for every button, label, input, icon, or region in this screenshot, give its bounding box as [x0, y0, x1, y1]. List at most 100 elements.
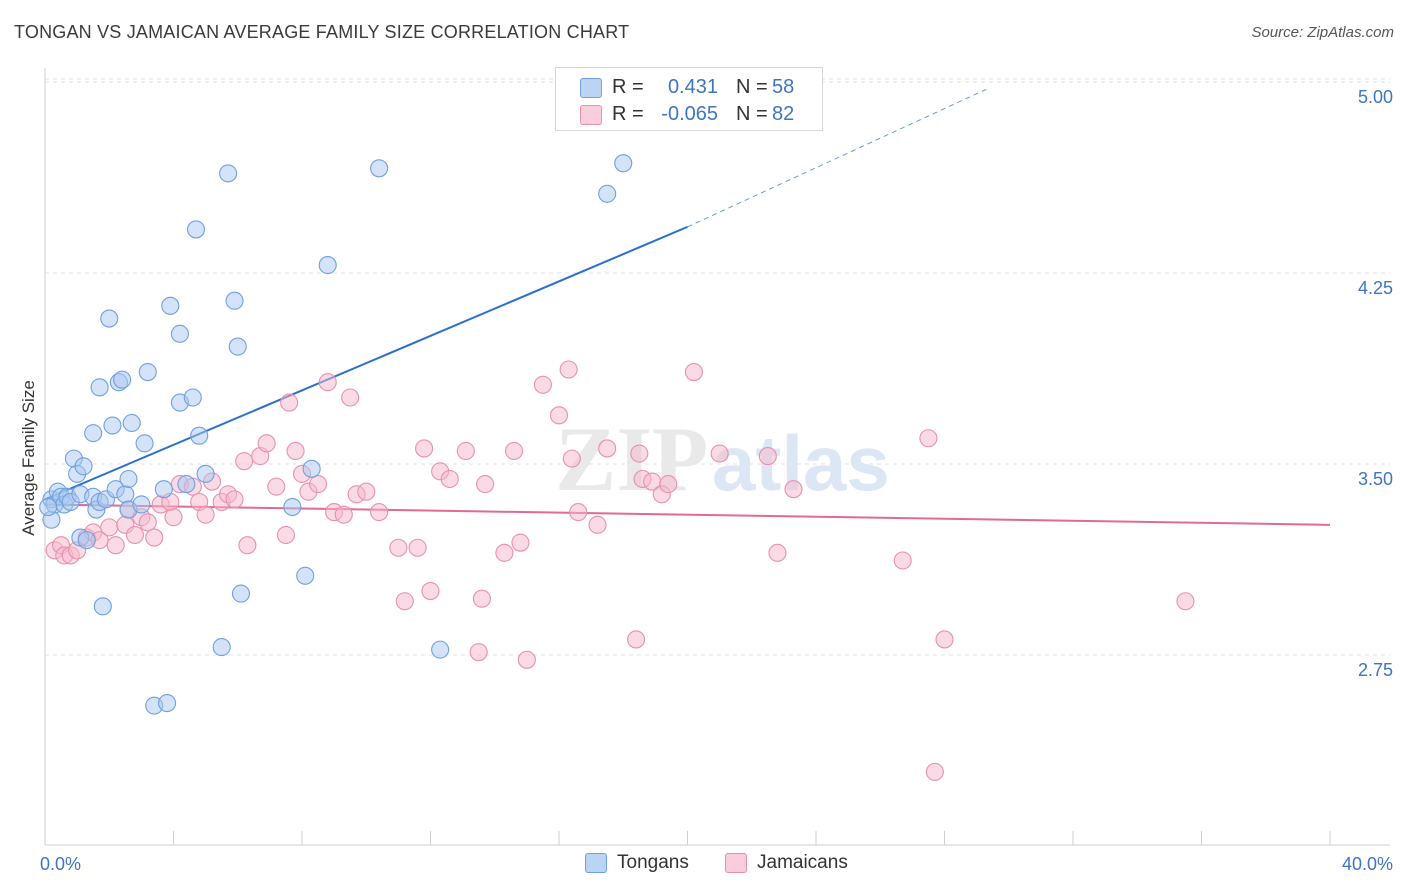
axes [44, 68, 1390, 846]
jamaican-point [334, 505, 353, 524]
jamaican-point [408, 538, 427, 557]
y-axis-label: Average Family Size [19, 380, 38, 536]
legend-r-label: R = [612, 103, 644, 125]
tongan-point [116, 485, 135, 504]
tongan-point [190, 426, 209, 445]
legend-n-value: 58 [772, 76, 795, 98]
jamaican-point [235, 452, 254, 471]
tongan-point [225, 291, 244, 310]
jamaican-point [318, 373, 337, 392]
jamaican-point [106, 536, 125, 555]
jamaican-point [280, 393, 299, 412]
chart-source: Source: ZipAtlas.com [1251, 24, 1394, 41]
jamaican-point [257, 434, 276, 453]
jamaican-point [893, 551, 912, 570]
jamaican-point [370, 503, 389, 522]
tongan-point [84, 424, 103, 443]
jamaican-point [276, 525, 295, 545]
jamaican-point [627, 630, 646, 649]
y-tick-label: 4.25 [1358, 278, 1393, 298]
jamaican-point [659, 475, 678, 494]
jamaican-point [588, 515, 607, 534]
correlation-legend: R = 0.431 N = 58 R = -0.065 N = 82 [555, 67, 823, 131]
jamaican-point [196, 505, 215, 524]
jamaican-point [286, 441, 305, 461]
jamaican-point [559, 360, 578, 379]
tongan-point [74, 457, 93, 476]
jamaican-point [421, 582, 440, 601]
legend-n-value: 82 [772, 103, 795, 125]
jamaican-point [710, 444, 729, 463]
trend-lines [44, 88, 1331, 526]
jamaican-point [415, 439, 434, 458]
jamaican-point [476, 475, 495, 494]
jamaican-point [238, 536, 257, 555]
tongan-point [100, 309, 119, 328]
jamaican-point [495, 543, 514, 562]
legend-row-jamaicans: R = -0.065 N = 82 [556, 101, 822, 129]
jamaican-point [925, 762, 944, 781]
tongan-point [283, 497, 302, 517]
legend-r-label: R = [612, 76, 644, 98]
jamaican-point [569, 503, 588, 522]
trend-line-tongans-extension [687, 88, 987, 228]
legend-row-tongans: R = 0.431 N = 58 [556, 74, 822, 102]
jamaican-point [389, 538, 408, 557]
tongan-point [154, 480, 173, 499]
y-tick-label: 2.75 [1358, 660, 1393, 680]
tongan-point [598, 184, 617, 203]
tongan-point [113, 370, 132, 389]
legend-swatch-jamaicans [580, 105, 602, 125]
bottom-legend-label-jamaicans: Jamaicans [757, 852, 848, 873]
jamaican-point [100, 518, 119, 537]
bottom-legend-swatch-jamaicans [725, 853, 747, 873]
tongan-point [183, 388, 202, 407]
tongan-point [138, 362, 157, 382]
grid-lines [45, 78, 1390, 656]
tongan-point [158, 694, 177, 713]
tongan-point [177, 475, 196, 494]
tongan-point [614, 154, 633, 173]
tongan-point [161, 296, 180, 315]
tongan-point [302, 459, 321, 478]
jamaican-point [533, 375, 552, 394]
data-points [39, 154, 1195, 781]
trend-line-tongans [44, 225, 688, 501]
tongan-point [135, 434, 154, 453]
jamaican-point [309, 475, 328, 494]
legend-swatch-tongans [580, 78, 602, 98]
tongan-point [296, 566, 315, 585]
tongan-point [431, 640, 450, 659]
jamaican-point [504, 441, 524, 461]
jamaican-point [562, 449, 581, 468]
tongan-point [119, 469, 138, 489]
tongan-point [132, 495, 151, 514]
jamaican-point [935, 630, 954, 649]
tongan-point [186, 220, 206, 239]
bottom-legend-swatch-tongans [585, 853, 607, 873]
x-tick-label: 40.0% [1342, 854, 1393, 874]
jamaican-point [164, 508, 183, 527]
tongan-point [196, 464, 215, 483]
jamaican-point [517, 650, 536, 669]
jamaican-point [456, 441, 475, 461]
chart-title: TONGAN VS JAMAICAN AVERAGE FAMILY SIZE C… [14, 22, 630, 42]
tongan-point [231, 584, 251, 603]
tongan-point [77, 531, 96, 550]
y-tick-label: 3.50 [1358, 469, 1393, 489]
tick-labels: 5.00 4.25 3.50 2.75 0.0% 40.0% [40, 87, 1393, 874]
jamaican-point [768, 543, 787, 562]
tongan-point [370, 159, 389, 178]
jamaican-point [395, 592, 414, 611]
tongan-point [103, 416, 122, 435]
jamaican-point [145, 528, 164, 547]
jamaican-point [440, 469, 459, 489]
tongan-point [122, 413, 141, 433]
jamaican-point [138, 513, 157, 532]
legend-r-value: -0.065 [661, 103, 718, 125]
legend-r-value: 0.431 [667, 76, 718, 98]
tongan-point [90, 378, 109, 397]
tongan-point [212, 638, 231, 657]
jamaican-point [919, 429, 938, 448]
